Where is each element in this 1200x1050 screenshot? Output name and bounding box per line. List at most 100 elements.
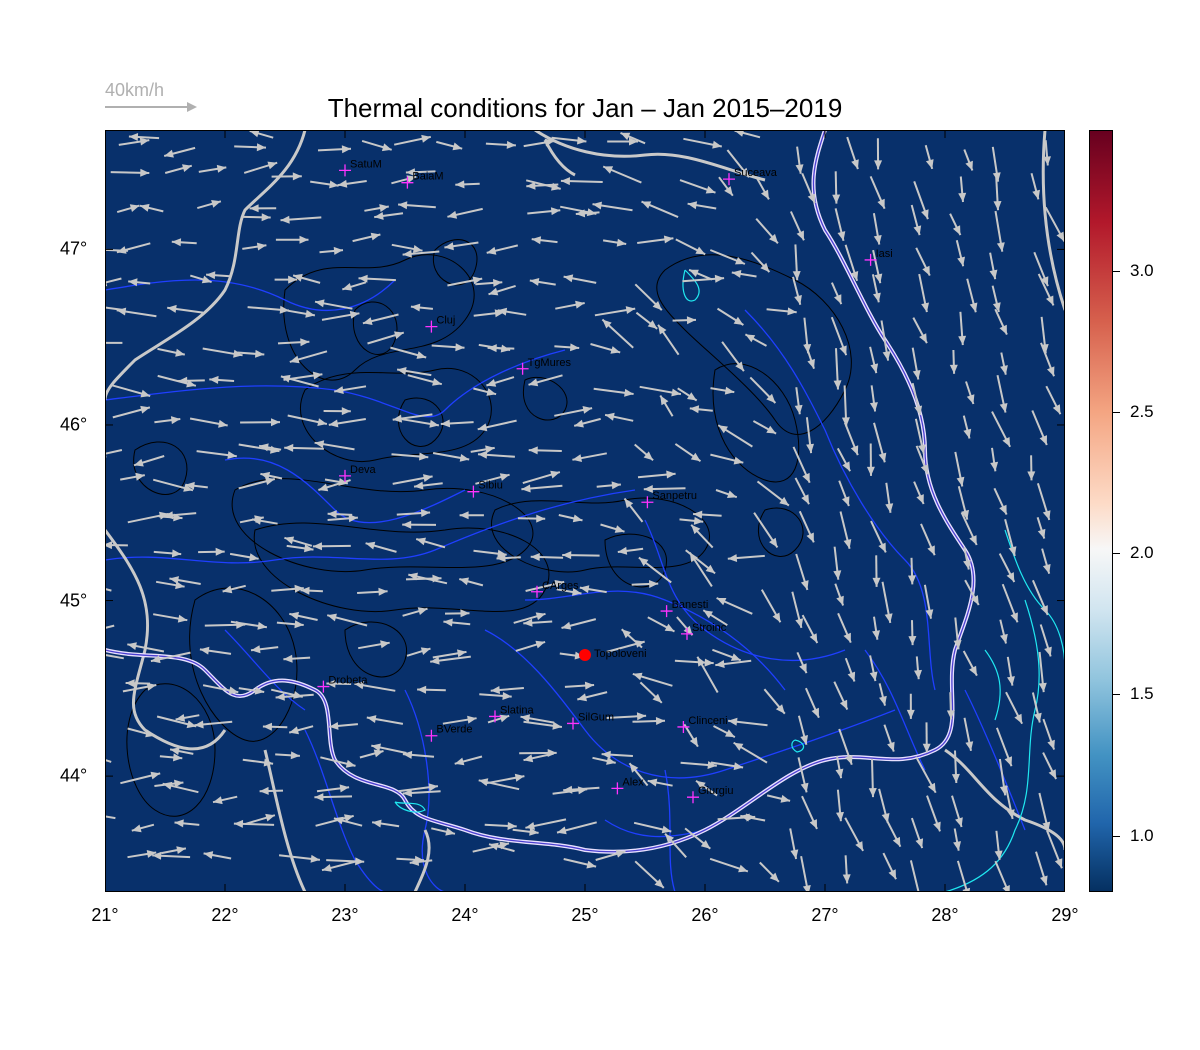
wind-arrowhead [1052, 404, 1061, 415]
wind-arrowhead [327, 613, 337, 622]
wind-arrowhead [715, 660, 725, 668]
wind-arrowhead [326, 679, 336, 688]
wind-arrowhead [582, 406, 593, 414]
wind-arrowhead [529, 278, 540, 286]
wind-arrowhead [432, 378, 442, 386]
wind-arrowhead [799, 663, 807, 674]
wind-arrowhead [809, 633, 818, 643]
wind-arrowhead [299, 235, 309, 244]
wind-arrowhead [304, 544, 314, 553]
city-marker: CArges [531, 580, 579, 598]
wind-arrowhead [178, 376, 188, 385]
wind-arrowhead [921, 209, 929, 220]
wind-arrowhead [845, 754, 853, 765]
wind-arrowhead [1054, 858, 1063, 869]
city-marker: Slatina [489, 704, 535, 723]
wind-arrowhead [1006, 572, 1015, 582]
wind-arrowhead [163, 511, 174, 520]
longitude-tick-label: 21° [91, 905, 119, 925]
city-marker: Giurgiu [687, 785, 733, 804]
wind-arrowhead [1037, 528, 1046, 539]
wind-arrowhead [105, 541, 113, 550]
wind-arrowhead [339, 784, 350, 793]
wind-arrowhead [695, 246, 706, 255]
colorbar-tick-label: 2.0 [1130, 543, 1154, 563]
wind-arrowhead [216, 164, 227, 173]
wind-arrowhead [455, 180, 465, 189]
wind-arrowhead [201, 275, 212, 284]
wind-arrowhead [416, 537, 426, 546]
city-label: BaiaM [412, 171, 443, 183]
wind-arrowhead [457, 649, 467, 658]
wind-arrowhead [970, 595, 979, 605]
wind-arrowhead [914, 405, 923, 416]
wind-arrowhead [884, 613, 893, 623]
wind-arrowhead [1000, 633, 1008, 644]
wind-arrowhead [341, 407, 351, 416]
wind-arrowhead [349, 310, 360, 319]
wind-arrowhead [873, 292, 881, 303]
wind-arrowhead [410, 303, 421, 312]
city-marker: Cluj [425, 315, 455, 333]
wind-arrowhead [421, 134, 431, 143]
wind-arrowhead [265, 813, 275, 822]
wind-arrowhead [379, 204, 389, 212]
wind-arrowhead [572, 588, 582, 596]
wind-arrowhead [284, 443, 294, 452]
wind-arrowhead [1027, 471, 1036, 481]
wind-arrowhead [649, 580, 659, 588]
city-marker: Alex [611, 776, 644, 795]
city-label: Cluj [436, 315, 455, 327]
colorbar-tick-label: 3.0 [1130, 261, 1154, 281]
wind-arrowhead [878, 452, 887, 463]
wind-arrowhead [419, 452, 429, 461]
city-marker: Deva [339, 464, 377, 482]
city-marker: Banesti [660, 599, 708, 618]
city-plus-icon [681, 627, 693, 640]
wind-arrowhead [769, 872, 779, 882]
wind-arrowhead [836, 595, 844, 606]
wind-arrowhead [499, 714, 510, 723]
wind-arrowhead [334, 386, 344, 394]
wind-arrowhead [655, 717, 665, 725]
city-label: Suceava [734, 167, 778, 179]
wind-arrowhead [535, 612, 546, 621]
city-marker: Stroinc [681, 622, 727, 640]
wind-arrowhead [735, 361, 744, 372]
latitude-tick-label: 44° [60, 765, 88, 786]
wind-arrowhead [919, 333, 927, 344]
wind-arrowhead [254, 686, 265, 695]
wind-arrowhead [1040, 605, 1048, 615]
wind-arrowhead [874, 273, 883, 284]
wind-arrowhead [447, 210, 458, 219]
wind-arrowhead [769, 537, 778, 548]
wind-arrowhead [952, 225, 961, 236]
wind-arrowhead [873, 235, 882, 245]
colorbar-tick-label: 1.0 [1130, 825, 1154, 845]
city-label: SilGum [578, 711, 614, 723]
wind-arrowhead [209, 375, 219, 384]
wind-arrowhead [467, 715, 477, 724]
city-plus-icon [677, 720, 690, 733]
wind-arrowhead [724, 186, 733, 196]
wind-arrowhead [199, 646, 210, 655]
wind-arrowhead [690, 452, 701, 462]
wind-arrowhead [412, 245, 423, 253]
wind-arrowhead [887, 741, 895, 752]
wind-arrowhead [1056, 231, 1065, 242]
wind-arrowhead [665, 833, 675, 844]
wind-arrowhead [951, 773, 960, 783]
wind-arrowhead [402, 520, 412, 529]
wind-arrowhead [139, 137, 150, 146]
wind-arrowhead [1038, 682, 1047, 693]
highlight-station-marker [579, 648, 591, 661]
wind-arrowhead [629, 137, 638, 146]
wind-arrowhead [152, 851, 162, 860]
wind-arrowhead [647, 778, 658, 787]
wind-arrowhead [563, 785, 573, 794]
wind-arrowhead [807, 358, 815, 369]
wind-scale-arrow-icon [105, 102, 197, 112]
wind-arrowhead [146, 850, 157, 858]
wind-arrowhead [371, 743, 381, 752]
wind-arrowhead [731, 270, 742, 278]
